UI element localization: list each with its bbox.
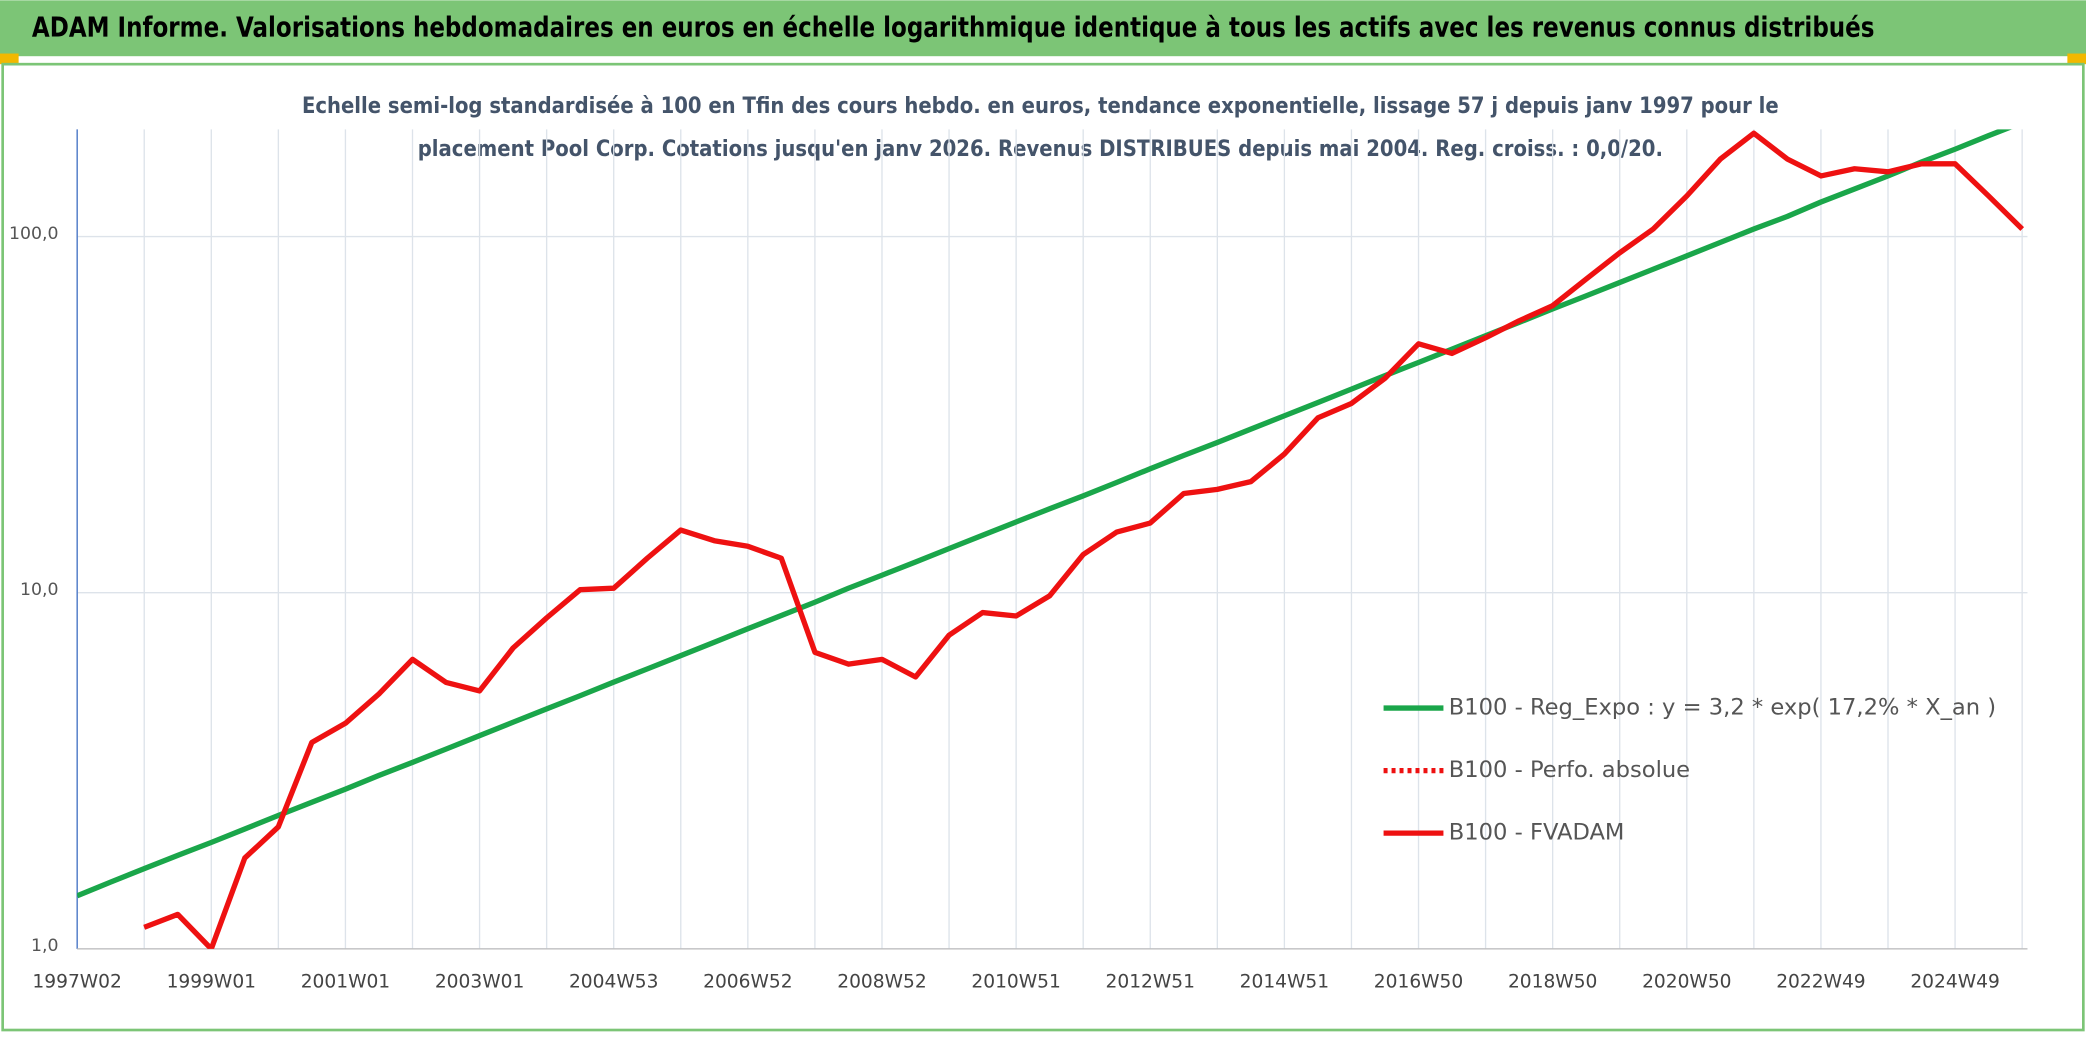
- x-tick-label: 2014W51: [1240, 972, 1329, 993]
- x-tick-label: 2020W50: [1642, 972, 1731, 993]
- y-tick-label: 100,0: [9, 224, 58, 244]
- x-tick-label: 2003W01: [435, 972, 524, 993]
- x-tick-label: 2006W52: [703, 972, 792, 993]
- plot-area: [77, 129, 2025, 949]
- chart-title: Echelle semi-log standardisée à 100 en T…: [302, 93, 1779, 119]
- legend-label: B100 - Perfo. absolue: [1449, 757, 1690, 783]
- x-tick-label: 2012W51: [1106, 972, 1195, 993]
- corner: [0, 53, 19, 65]
- corner: [2067, 53, 2086, 65]
- x-tick-label: 2008W52: [837, 972, 926, 993]
- page-title: ADAM Informe. Valorisations hebdomadaire…: [32, 10, 1875, 43]
- chart-title: placement Pool Corp. Cotations jusqu'en …: [418, 136, 1663, 162]
- title-bar: [0, 0, 2086, 57]
- legend-label: B100 - Reg_Expo : y = 3,2 * exp( 17,2% *…: [1449, 695, 1996, 721]
- x-tick-label: 2004W53: [569, 972, 658, 993]
- x-tick-label: 2001W01: [301, 972, 390, 993]
- frame: [1, 62, 2085, 1032]
- series-line: [77, 129, 2013, 899]
- y-tick-label: 1,0: [31, 936, 58, 956]
- x-tick-label: 2018W50: [1508, 972, 1597, 993]
- series-line: [143, 130, 2025, 949]
- x-tick-label: 1999W01: [167, 972, 256, 993]
- x-tick-label: 2024W49: [1910, 972, 1999, 993]
- x-tick-label: 2016W50: [1374, 972, 1463, 993]
- x-tick-label: 1997W02: [32, 972, 121, 993]
- x-tick-label: 2010W51: [971, 972, 1060, 993]
- legend-label: B100 - FVADAM: [1449, 820, 1625, 846]
- x-tick-label: 2022W49: [1776, 972, 1865, 993]
- y-tick-label: 10,0: [20, 580, 58, 600]
